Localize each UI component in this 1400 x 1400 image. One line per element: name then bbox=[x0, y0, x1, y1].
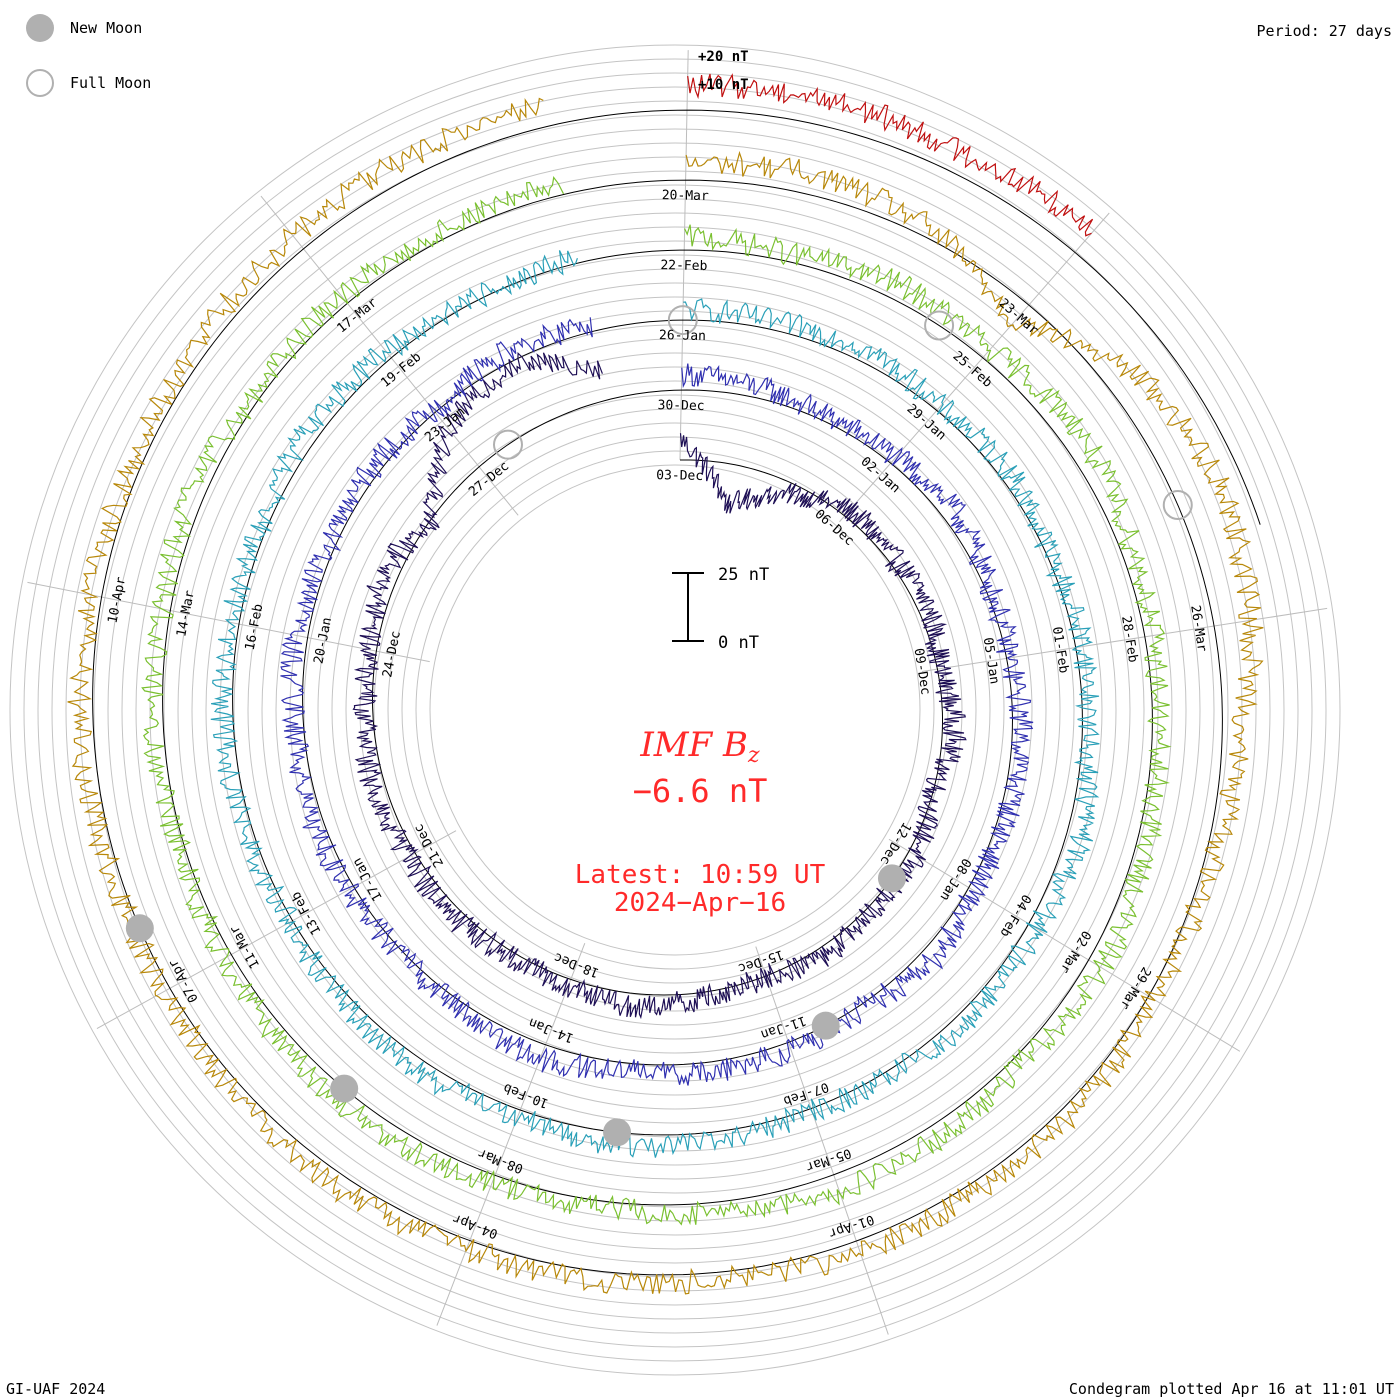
grid-spoke bbox=[260, 195, 519, 516]
grid-spoke bbox=[679, 50, 689, 461]
grid-ring bbox=[261, 296, 1089, 1124]
moon-markers bbox=[125, 305, 1193, 1147]
full-moon-label: Full Moon bbox=[70, 74, 152, 92]
rotation-trace-2 bbox=[280, 317, 1034, 1086]
grid-spoke bbox=[436, 942, 586, 1326]
grid-ring bbox=[247, 282, 1103, 1138]
grid-ring bbox=[303, 338, 1047, 1082]
date-label: 28-Feb bbox=[1118, 615, 1140, 664]
grid-ring bbox=[163, 198, 1187, 1222]
full-moon-marker bbox=[667, 305, 698, 336]
full-moon-marker bbox=[1162, 489, 1193, 520]
full-moon-icon bbox=[26, 69, 54, 97]
full-moon-marker bbox=[924, 310, 955, 341]
grid-ring bbox=[345, 380, 1005, 1040]
plotted-timestamp: Condegram plotted Apr 16 at 11:01 UT bbox=[1068, 1380, 1394, 1398]
grid-ring bbox=[107, 142, 1243, 1278]
grid-ring bbox=[177, 212, 1173, 1208]
full-moon-marker bbox=[492, 429, 523, 460]
scale-label-plus20: +20 nT bbox=[698, 49, 749, 65]
grid-spoke bbox=[888, 838, 1241, 1052]
date-label: 09-Dec bbox=[911, 647, 933, 696]
rotation-trace-6 bbox=[687, 73, 1094, 237]
date-label: 24-Dec bbox=[380, 630, 404, 679]
grid-ring bbox=[121, 156, 1229, 1264]
grid-ring bbox=[51, 86, 1299, 1334]
grid-spoke bbox=[839, 212, 1110, 523]
date-label: 27-Dec bbox=[466, 459, 512, 500]
legend-full-moon: Full Moon bbox=[26, 67, 151, 99]
grid-ring bbox=[331, 366, 1019, 1054]
grid-ring bbox=[429, 464, 921, 956]
date-label: 10-Apr bbox=[105, 575, 129, 624]
grid-ring bbox=[317, 352, 1033, 1068]
rotation-trace-4 bbox=[141, 176, 1172, 1226]
grid-ring bbox=[79, 114, 1271, 1306]
date-label: 01-Feb bbox=[1049, 626, 1071, 675]
date-label: 22-Feb bbox=[660, 258, 707, 274]
grid-ring bbox=[149, 184, 1201, 1236]
rotation-trace-3 bbox=[210, 250, 1100, 1158]
new-moon-icon bbox=[26, 14, 54, 42]
imf-title: IMF Bz bbox=[0, 725, 1400, 768]
scale-bottom-label: 0 nT bbox=[718, 633, 759, 653]
new-moon-marker bbox=[125, 914, 154, 943]
date-label: 20-Jan bbox=[311, 616, 335, 665]
scale-top-label: 25 nT bbox=[718, 565, 769, 585]
grid-ring bbox=[387, 422, 963, 998]
date-label: 14-Mar bbox=[174, 589, 198, 638]
zero-reference-spiral bbox=[92, 109, 1261, 1276]
grid-ring bbox=[219, 254, 1131, 1166]
grid-ring bbox=[415, 450, 935, 970]
imf-title-subscript: z bbox=[748, 743, 760, 768]
grid-spoke bbox=[921, 607, 1328, 673]
latest-date: 2024−Apr−16 bbox=[613, 888, 787, 918]
grid-ring bbox=[135, 170, 1215, 1250]
grid-ring bbox=[9, 44, 1341, 1376]
rotation-trace-1 bbox=[352, 351, 967, 1020]
period-label: Period: 27 days bbox=[1256, 22, 1392, 40]
date-label: 26-Jan bbox=[659, 328, 706, 344]
scale-bar: 25 nT 0 nT bbox=[672, 565, 769, 653]
grid-ring bbox=[373, 408, 977, 1012]
new-moon-marker bbox=[330, 1074, 359, 1103]
rotation-trace-5 bbox=[67, 97, 1264, 1295]
grid-ring bbox=[275, 310, 1075, 1110]
date-label: 26-Mar bbox=[1187, 604, 1209, 653]
new-moon-label: New Moon bbox=[70, 19, 143, 37]
new-moon-marker bbox=[603, 1118, 632, 1147]
date-label: 16-Feb bbox=[243, 603, 267, 652]
grid-ring bbox=[233, 268, 1117, 1152]
legend-new-moon: New Moon bbox=[26, 12, 142, 44]
date-label: 30-Dec bbox=[657, 398, 704, 414]
data-traces bbox=[67, 73, 1264, 1295]
date-label: 02-Mar bbox=[1056, 928, 1093, 976]
scale-label-plus10: +10 nT bbox=[698, 77, 749, 93]
grid-ring bbox=[23, 58, 1327, 1362]
latest-time: Latest: 10:59 UT bbox=[574, 860, 826, 890]
grid-spoke bbox=[755, 946, 889, 1335]
date-label: 03-Dec bbox=[656, 468, 703, 484]
grid-ring bbox=[93, 128, 1257, 1292]
imf-value: −6.6 nT bbox=[632, 772, 768, 810]
grid-ring bbox=[205, 240, 1145, 1180]
grid-ring bbox=[37, 72, 1313, 1348]
grid-ring bbox=[65, 100, 1285, 1320]
credit-label: GI-UAF 2024 bbox=[6, 1380, 106, 1398]
new-moon-marker bbox=[877, 864, 906, 893]
date-label: 20-Mar bbox=[662, 188, 709, 204]
polar-grid bbox=[9, 44, 1341, 1376]
imf-title-main: IMF B bbox=[640, 725, 749, 765]
new-moon-marker bbox=[811, 1011, 840, 1040]
date-label: 05-Jan bbox=[980, 636, 1002, 685]
date-label: 17-Mar bbox=[334, 295, 380, 336]
date-label: 19-Feb bbox=[378, 350, 424, 391]
